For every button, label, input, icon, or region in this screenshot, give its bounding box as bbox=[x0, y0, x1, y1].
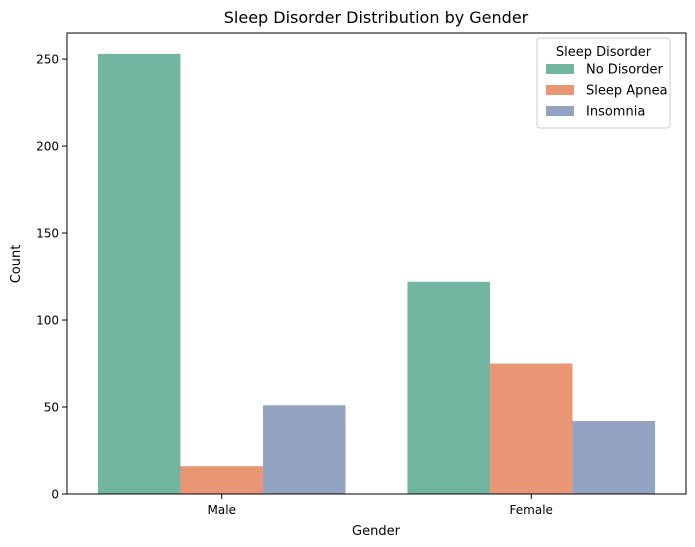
bars-layer bbox=[97, 53, 656, 494]
y-tick-label: 50 bbox=[44, 401, 59, 415]
y-tick-label: 0 bbox=[51, 488, 59, 502]
legend-swatch-no-disorder bbox=[546, 64, 574, 74]
chart-title: Sleep Disorder Distribution by Gender bbox=[224, 8, 529, 27]
y-tick-label: 250 bbox=[36, 53, 59, 67]
legend-swatch-insomnia bbox=[546, 106, 574, 116]
bar-sleep-apnea-female bbox=[489, 363, 573, 494]
legend-title: Sleep Disorder bbox=[556, 45, 652, 60]
axes-layer: 0 50 100 150 200 250 Male Female bbox=[36, 32, 687, 517]
legend-items: No Disorder Sleep Apnea Insomnia bbox=[546, 63, 668, 120]
x-tick-label-female: Female bbox=[510, 503, 553, 517]
plot-frame bbox=[66, 32, 687, 495]
y-tick-label: 100 bbox=[36, 314, 59, 328]
legend-label-no-disorder: No Disorder bbox=[586, 63, 664, 78]
y-axis-label: Count bbox=[9, 245, 24, 284]
legend: Sleep Disorder No Disorder Sleep Apnea Ins… bbox=[536, 37, 671, 129]
bar-insomnia-male bbox=[263, 405, 346, 494]
bar-no-disorder-male bbox=[97, 53, 181, 494]
bar-sleep-apnea-male bbox=[180, 466, 264, 494]
y-tick-label: 150 bbox=[36, 227, 59, 241]
legend-label-sleep-apnea: Sleep Apnea bbox=[586, 84, 668, 99]
legend-swatch-sleep-apnea bbox=[546, 85, 574, 95]
x-axis-label: Gender bbox=[352, 524, 401, 539]
legend-label-insomnia: Insomnia bbox=[586, 105, 645, 120]
legend-frame bbox=[536, 37, 671, 129]
x-tick-label-male: Male bbox=[208, 503, 236, 517]
bar-no-disorder-female bbox=[407, 281, 490, 494]
bar-insomnia-female bbox=[572, 420, 656, 494]
y-tick-label: 200 bbox=[36, 140, 59, 154]
